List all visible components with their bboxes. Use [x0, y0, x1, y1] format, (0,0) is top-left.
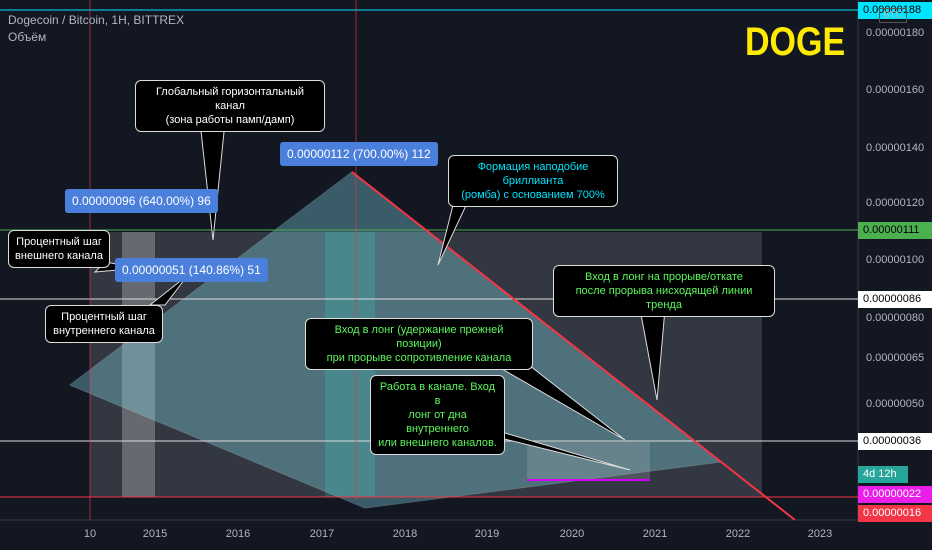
- price-tag: 0.00000086: [858, 291, 932, 308]
- callout: Процентный шаг внутреннего канала: [45, 305, 163, 343]
- price-tag: 0.00000111: [858, 222, 932, 239]
- time-label: 2021: [642, 528, 668, 540]
- callout-line: внешнего канала: [15, 250, 103, 262]
- price-label: 0.00000160: [866, 84, 925, 96]
- callout-line: Процентный шаг: [16, 236, 102, 248]
- callout: Глобальный горизонтальный канал (зона раб…: [135, 80, 325, 132]
- price-label: 0.00000100: [866, 254, 925, 266]
- time-label: 2018: [392, 528, 418, 540]
- callout-line: внутреннего канала: [53, 325, 155, 337]
- callout-line: Процентный шаг: [61, 311, 147, 323]
- symbol: Dogecoin / Bitcoin, 1H, BITTREX: [8, 13, 185, 27]
- callout-line: (ромба) с основанием 700%: [461, 189, 605, 201]
- price-label: 0.00000080: [866, 312, 925, 324]
- time-label: 2019: [474, 528, 500, 540]
- price-label: 0.00000065: [866, 352, 925, 364]
- callout-line: Вход в лонг (удержание прежней позиции): [334, 324, 504, 350]
- time-label: 2020: [559, 528, 585, 540]
- callout-line: Формация наподобие бриллианта: [477, 161, 589, 187]
- measure-label: 0.00000051 (140.86%) 51: [115, 258, 268, 282]
- time-label: 2022: [725, 528, 751, 540]
- callout: Работа в канале. Вход в лонг от дна внутр…: [370, 375, 505, 455]
- price-tag: 0.00000022: [858, 486, 932, 503]
- callout-line: Глобальный горизонтальный канал: [155, 86, 305, 112]
- callout-line: Вход в лонг на прорыве/откате: [585, 271, 743, 283]
- callout: Вход в лонг (удержание прежней позиции) п…: [305, 318, 533, 370]
- trend-line: [351, 171, 796, 521]
- price-axis-bg: [858, 0, 932, 550]
- measure-label: 0.00000096 (640.00%) 96: [65, 189, 218, 213]
- callout-line: при прорыве сопротивление канала: [326, 352, 512, 364]
- callout: Формация наподобие бриллианта (ромба) с о…: [448, 155, 618, 207]
- callout: Процентный шаг внешнего канала: [8, 230, 110, 268]
- time-label: 10: [83, 528, 97, 540]
- currency[interactable]: BTC: [879, 8, 907, 23]
- callout-line: лонг от дна внутреннего: [406, 409, 469, 435]
- callout: Вход в лонг на прорыве/откате после проры…: [553, 265, 775, 317]
- callout-line: после прорыва нисходящей линии тренда: [575, 285, 753, 311]
- price-label: 0.00000180: [866, 27, 925, 39]
- badge: DOGE: [745, 20, 846, 64]
- time-label: 2023: [807, 528, 833, 540]
- pointer: [199, 121, 226, 241]
- price-label: 0.00000050: [866, 398, 925, 410]
- callout-line: (зона работы памп/дамп): [165, 114, 295, 126]
- price-tag: 4d 12h: [858, 466, 908, 483]
- price-label: 0.00000140: [866, 142, 925, 154]
- time-label: 2015: [142, 528, 168, 540]
- callout-line: Работа в канале. Вход в: [379, 381, 496, 407]
- volume-label: Объём: [8, 30, 47, 44]
- price-tag: 0.00000016: [858, 505, 932, 522]
- callout-line: или внешнего каналов.: [378, 437, 497, 449]
- time-label: 2016: [225, 528, 251, 540]
- measure-label: 0.00000112 (700.00%) 112: [280, 142, 438, 166]
- price-label: 0.00000120: [866, 197, 925, 209]
- price-tag: 0.00000036: [858, 433, 932, 450]
- time-label: 2017: [309, 528, 335, 540]
